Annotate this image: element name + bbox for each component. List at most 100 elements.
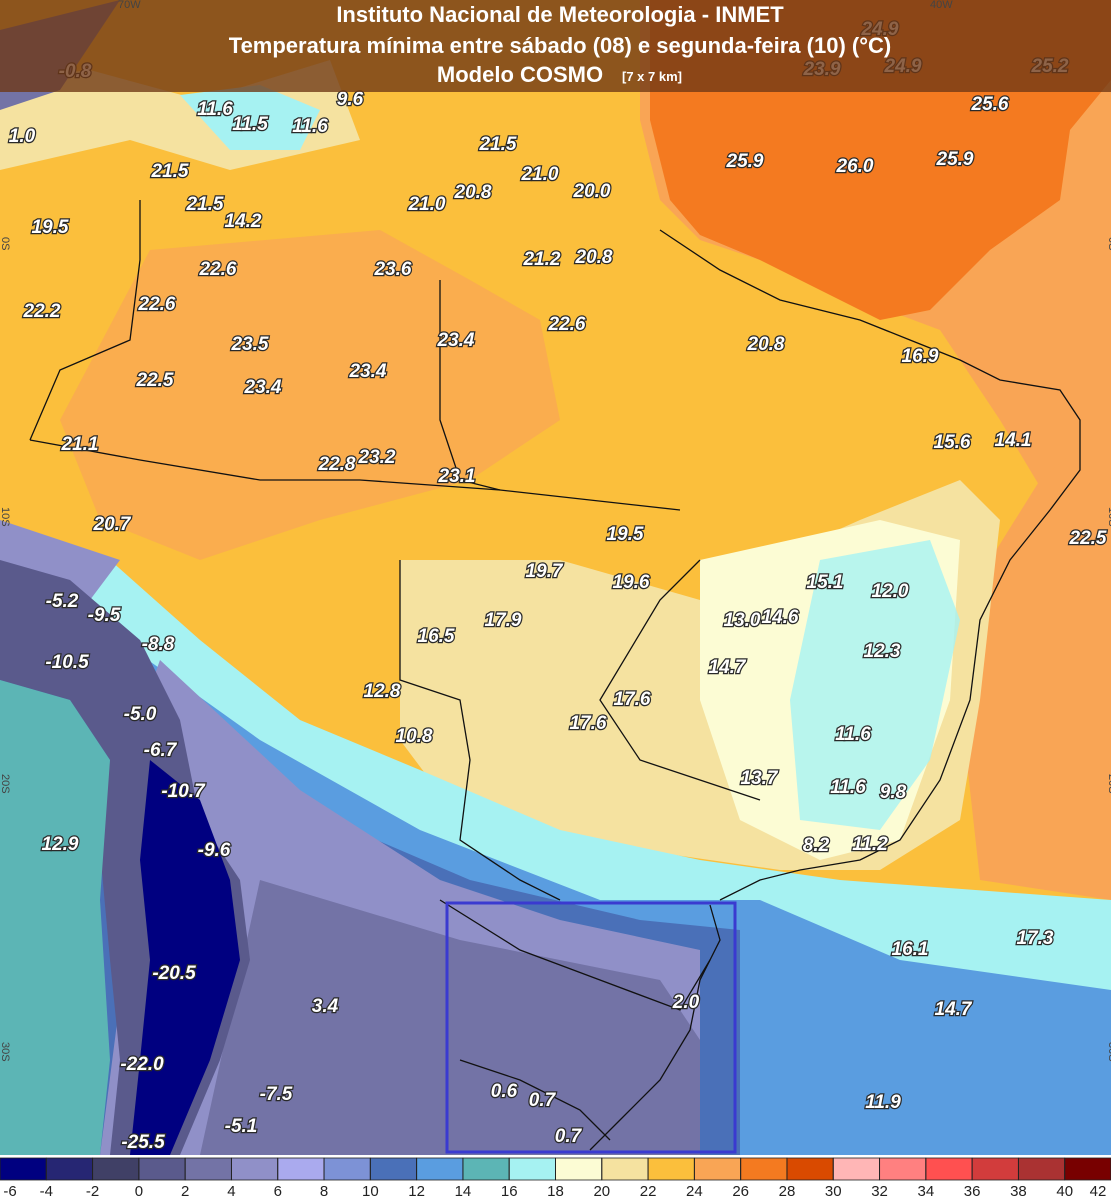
scale-label: 28	[779, 1183, 796, 1200]
scale-box	[971, 1157, 1019, 1181]
temperature-label: 23.4	[244, 377, 282, 398]
temperature-label: 22.5	[1069, 528, 1107, 549]
scale-label: 2	[181, 1183, 189, 1200]
scale-box	[1064, 1157, 1111, 1181]
scale-label: -2	[86, 1183, 99, 1200]
scale-box	[369, 1157, 418, 1181]
temperature-label: 14.7	[709, 657, 747, 678]
latitude-label: 20S	[0, 774, 11, 794]
temperature-label: 23.1	[438, 466, 476, 487]
temperature-label: 14.7	[935, 999, 973, 1020]
temperature-label: 22.6	[199, 259, 237, 280]
longitude-label: 70W	[118, 0, 141, 11]
temperature-label: -9.5	[88, 605, 121, 626]
header-banner	[0, 0, 1111, 92]
temperature-label: 12.3	[864, 641, 901, 662]
temperature-label: 13.7	[741, 768, 779, 789]
temperature-label: 11.5	[232, 114, 268, 135]
temperature-label: 14.2	[225, 211, 262, 232]
scale-box	[879, 1157, 927, 1181]
temperature-label: 16.1	[892, 939, 929, 960]
latitude-label: 20S	[1106, 774, 1111, 794]
scale-box	[323, 1157, 371, 1181]
temperature-label: 22.6	[138, 294, 176, 315]
temperature-label: 15.6	[934, 432, 971, 453]
scale-box	[184, 1157, 232, 1181]
temperature-label: 19.5	[607, 524, 644, 545]
temperature-label: -20.5	[152, 963, 196, 984]
scale-box	[925, 1157, 973, 1181]
temperature-label: -10.7	[161, 781, 206, 802]
temperature-label: -10.5	[45, 652, 89, 673]
temperature-label: 2.0	[672, 992, 700, 1013]
temperature-label: 15.1	[807, 572, 844, 593]
temperature-label: 17.6	[614, 689, 651, 710]
temperature-label: 0.6	[491, 1081, 518, 1102]
scale-box	[138, 1157, 186, 1181]
temperature-label: 22.8	[318, 454, 356, 475]
temperature-label: 21.0	[408, 194, 446, 215]
latitude-label: 0S	[0, 237, 11, 250]
scale-box	[45, 1157, 93, 1181]
temperature-label: 20.8	[747, 334, 785, 355]
temperature-label: 26.0	[836, 156, 874, 177]
temperature-label: -7.5	[260, 1084, 293, 1105]
scale-box	[647, 1157, 695, 1181]
latitude-label: 10S	[0, 507, 11, 527]
scale-box	[231, 1157, 279, 1181]
temperature-label: -5.2	[46, 591, 79, 612]
temperature-label: -5.1	[225, 1116, 258, 1137]
scale-box	[508, 1157, 556, 1181]
temperature-label: 22.2	[23, 301, 61, 322]
temperature-label: -8.8	[142, 634, 175, 655]
temperature-label: 25.6	[971, 94, 1009, 115]
temperature-label: 23.2	[358, 447, 396, 468]
temperature-label: 11.6	[830, 777, 866, 798]
header-resolution: [7 x 7 km]	[622, 69, 682, 84]
map-background	[0, 0, 1111, 1155]
temperature-label: 21.2	[523, 249, 561, 270]
scale-box	[277, 1157, 325, 1181]
temperature-label: 19.5	[32, 217, 69, 238]
temperature-label: 23.5	[231, 334, 269, 355]
borders	[29, 200, 1081, 1151]
temperature-label: 0.7	[529, 1090, 557, 1111]
scale-label: 20	[593, 1183, 610, 1200]
scale-label: 32	[871, 1183, 888, 1200]
temperature-label: 3.4	[312, 996, 339, 1017]
scale-label: 36	[964, 1183, 981, 1200]
scale-label: 26	[732, 1183, 749, 1200]
scale-label: 14	[455, 1183, 472, 1200]
scale-label: -6	[3, 1183, 16, 1200]
temperature-label: 21.5	[479, 134, 517, 155]
scale-box	[555, 1157, 603, 1181]
scale-box	[416, 1157, 464, 1181]
temperature-label: 11.6	[197, 99, 233, 120]
scale-label: 22	[640, 1183, 657, 1200]
temperature-label: 16.5	[418, 626, 455, 647]
temperature-label: -22.0	[120, 1054, 164, 1075]
header-subtitle: Temperatura mínima entre sábado (08) e s…	[229, 33, 891, 58]
scale-box	[0, 1157, 47, 1181]
latitude-label: 0S	[1106, 237, 1111, 250]
temperature-label: 8.2	[803, 835, 830, 856]
scale-label: 12	[408, 1183, 425, 1200]
scale-box	[832, 1157, 880, 1181]
temperature-label: 19.7	[526, 561, 564, 582]
scale-label: 10	[362, 1183, 379, 1200]
temperature-label: 13.0	[724, 610, 761, 631]
temperature-label: 9.6	[337, 89, 364, 110]
temperature-label: 12.8	[364, 681, 401, 702]
scale-box	[693, 1157, 742, 1181]
temperature-label: 12.0	[872, 581, 909, 602]
latitude-label: 10S	[1106, 507, 1111, 527]
temperature-label: 21.1	[61, 434, 99, 455]
scale-box	[92, 1157, 140, 1181]
temperature-label: 17.3	[1017, 928, 1054, 949]
scale-label: 4	[227, 1183, 235, 1200]
temperature-label: 16.9	[902, 346, 939, 367]
temperature-label: 14.1	[995, 430, 1032, 451]
scale-label: 40	[1056, 1183, 1073, 1200]
scale-label: 18	[547, 1183, 564, 1200]
